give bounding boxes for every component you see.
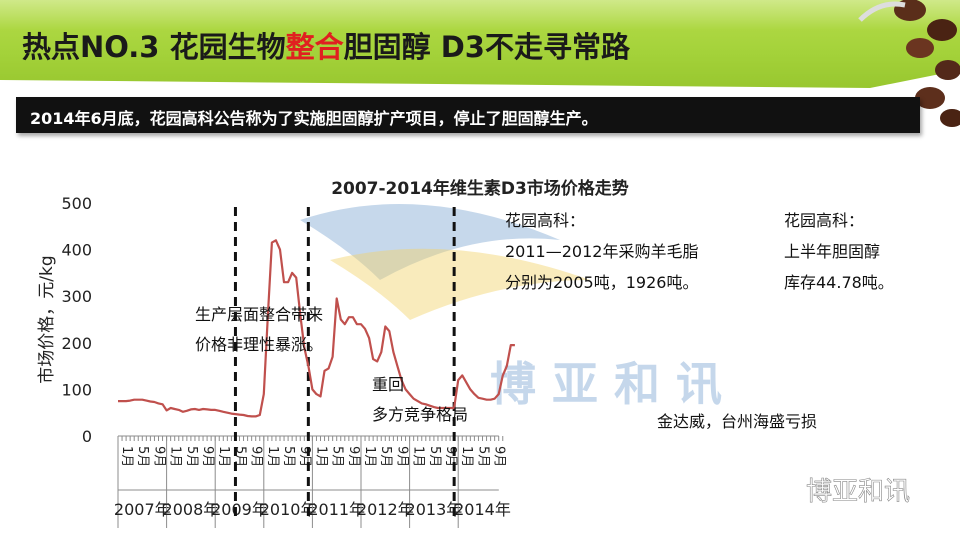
price-series-line: [118, 239, 515, 418]
watermark-text: 博 亚 和 讯: [490, 357, 722, 411]
x-month-label: 1月: [362, 446, 377, 467]
x-month-label: 1月: [119, 446, 134, 467]
x-month-label: 1月: [459, 446, 474, 467]
chart-annotation: 金达威，台州海盛亏损: [657, 412, 817, 431]
wechat-icon-small: [789, 489, 805, 505]
x-month-label: 5月: [281, 446, 296, 467]
x-year-label: 2014年: [454, 500, 511, 519]
x-month-label: 9月: [297, 446, 312, 467]
wechat-account-name: 博亚和讯: [806, 477, 910, 507]
x-month-label: 1月: [411, 446, 426, 467]
x-month-label: 5月: [427, 446, 442, 467]
x-year-label: 2009年: [211, 500, 268, 519]
title-shine: [0, 0, 960, 30]
x-month-label: 5月: [378, 446, 393, 467]
x-year-label: 2007年: [114, 500, 171, 519]
watermark-swoosh-blue: [300, 204, 560, 280]
x-month-label: 9月: [151, 446, 166, 467]
chart-annotation: 2011—2012年采购羊毛脂: [505, 242, 698, 261]
x-month-label: 5月: [135, 446, 150, 467]
y-tick-label: 0: [82, 427, 92, 446]
coffee-bean-icon: [906, 38, 934, 58]
x-month-label: 9月: [394, 446, 409, 467]
subtitle-bar: 2014年6月底，花园高科公告称为了实施胆固醇扩产项目，停止了胆固醇生产。: [16, 97, 920, 133]
chart-annotation: 库存44.78吨。: [784, 273, 894, 292]
y-tick-label: 300: [61, 287, 92, 306]
page-title: 热点NO.3 花园生物整合胆固醇 D3不走寻常路: [22, 24, 630, 66]
chart-annotation: 价格非理性暴涨。: [195, 335, 323, 354]
title-highlight: 整合: [285, 30, 344, 64]
title-part-2: 胆固醇 D3不走寻常路: [343, 30, 630, 64]
wechat-logo: 博亚和讯: [776, 477, 910, 507]
x-month-label: 1月: [313, 446, 328, 467]
cup-rim-icon: [858, 1, 906, 22]
watermark-logo: 博 亚 和 讯: [300, 204, 722, 411]
x-month-label: 9月: [492, 446, 507, 467]
coffee-beans-decoration: [858, 0, 960, 127]
x-month-label: 9月: [443, 446, 458, 467]
title-part-1: 热点NO.3 花园生物: [22, 30, 286, 64]
x-year-label: 2012年: [357, 500, 414, 519]
x-month-label: 9月: [346, 446, 361, 467]
x-month-label: 1月: [265, 446, 280, 467]
x-month-label: 1月: [168, 446, 183, 467]
chart-annotation: 上半年胆固醇: [784, 242, 880, 261]
x-month-label: 5月: [184, 446, 199, 467]
y-tick-label: 200: [61, 334, 92, 353]
x-month-label: 5月: [330, 446, 345, 467]
chart-title: 2007-2014年维生素D3市场价格走势: [331, 178, 629, 199]
coffee-bean-icon: [935, 60, 960, 80]
x-month-label: 9月: [249, 446, 264, 467]
x-month-label: 1月: [216, 446, 231, 467]
x-year-label: 2008年: [163, 500, 220, 519]
chart-annotation: 分别为2005吨，1926吨。: [505, 273, 698, 292]
y-axis-label: 市场价格，元/kg: [37, 255, 57, 383]
title-band: [0, 0, 960, 88]
chart-annotation: 花园高科：: [784, 211, 864, 230]
y-tick-label: 500: [61, 194, 92, 213]
y-tick-label: 400: [61, 241, 92, 260]
coffee-bean-icon: [940, 109, 960, 127]
coffee-bean-icon: [915, 87, 945, 109]
chart-annotation: 花园高科：: [505, 211, 585, 230]
x-year-label: 2010年: [260, 500, 317, 519]
x-month-label: 5月: [475, 446, 490, 467]
coffee-bean-icon: [927, 19, 957, 41]
chart-annotation: 生产层面整合带来: [195, 305, 323, 324]
x-year-label: 2013年: [406, 500, 463, 519]
watermark-swoosh-yellow: [330, 248, 590, 320]
y-tick-label: 100: [61, 380, 92, 399]
subtitle-text: 2014年6月底，花园高科公告称为了实施胆固醇扩产项目，停止了胆固醇生产。: [30, 109, 598, 128]
x-year-label: 2011年: [308, 500, 365, 519]
chart-annotation: 多方竞争格局: [372, 405, 468, 424]
x-month-label: 9月: [200, 446, 215, 467]
chart-annotation: 重回: [372, 375, 404, 394]
